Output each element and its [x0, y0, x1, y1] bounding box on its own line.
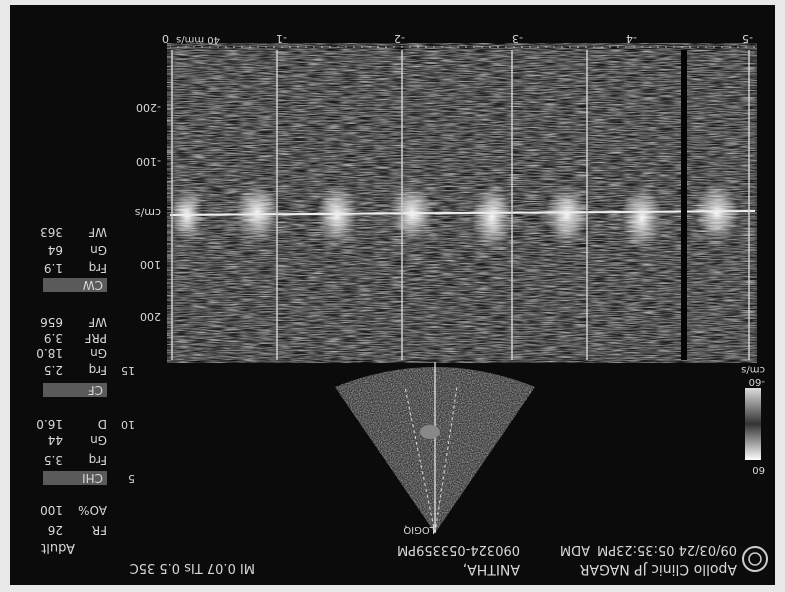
param-label: PRF — [85, 331, 107, 345]
param-value: 100 — [40, 503, 63, 517]
param-value: 1.9 — [44, 261, 63, 275]
color-bar — [743, 388, 763, 460]
param-label: Frq — [89, 363, 107, 377]
time-tick: -3 — [512, 32, 523, 45]
param-label: WF — [88, 225, 107, 239]
time-tick: -1 — [276, 32, 287, 45]
param-value: 3.9 — [44, 331, 63, 345]
param-value: 363 — [40, 225, 63, 239]
velocity-tick: -200 — [136, 101, 161, 114]
velocity-tick: 200 — [140, 310, 161, 323]
page: {"header":{"clinic":"Apollo Clinic JP NA… — [0, 0, 785, 592]
probe-label: LOGIQ — [403, 524, 435, 535]
param-label: FR — [92, 523, 107, 537]
color-bar-top: 60 — [752, 464, 765, 475]
param-value: 2.5 — [44, 363, 63, 377]
doppler-spectrum — [167, 43, 757, 363]
color-bar-bottom: -60 — [749, 376, 765, 387]
param-label: Frq — [89, 261, 107, 275]
logo — [741, 545, 769, 573]
param-value: 656 — [40, 315, 63, 329]
param-label: Frq — [89, 453, 107, 467]
param-label: CF — [43, 383, 107, 397]
param-value: 18.0 — [36, 346, 63, 360]
sweep-speed: 40 mm/s — [176, 34, 220, 45]
depth-mark: 5 — [128, 472, 135, 485]
indices: MI 0.07 TIs 0.5 35C — [130, 560, 255, 575]
param-value: 16.0 — [36, 417, 63, 431]
param-label: Gn — [90, 433, 107, 447]
depth-mark: 15 — [121, 364, 135, 377]
param-label: CHI — [43, 471, 107, 485]
color-bar-unit: cm/s — [741, 364, 765, 375]
param-label: Gn — [90, 346, 107, 360]
param-value: 64 — [48, 243, 63, 257]
param-label: CW — [43, 278, 107, 292]
time-tick: -2 — [394, 32, 405, 45]
operator: ADM — [560, 542, 590, 557]
date-time: 09/03/24 05:35:23PM — [597, 542, 737, 557]
patient-id: 090324-053359PM — [397, 542, 520, 557]
time-tick: -5 — [742, 32, 753, 45]
velocity-tick: -100 — [136, 155, 161, 168]
param-label: Gn — [90, 243, 107, 257]
param-value: 3.5 — [44, 453, 63, 467]
time-tick: -4 — [626, 32, 637, 45]
time-tick: 0 — [162, 32, 169, 45]
param-value: 44 — [48, 433, 63, 447]
clinic-name: Apollo Clinic JP NAGAR — [580, 561, 737, 577]
param-label: D — [98, 417, 107, 431]
param-label: AO% — [78, 503, 107, 517]
param-value: 26 — [48, 523, 63, 537]
depth-mark: 10 — [121, 418, 135, 431]
velocity-tick: 100 — [140, 258, 161, 271]
ultrasound-screen: Apollo Clinic JP NAGAR 09/03/24 05:35:23… — [10, 5, 775, 585]
preset: Adult — [41, 540, 75, 555]
param-label: WF — [88, 315, 107, 329]
b-mode-image — [325, 357, 545, 537]
velocity-tick: cm/s — [135, 206, 161, 219]
patient-name: ANITHA, — [463, 561, 520, 577]
